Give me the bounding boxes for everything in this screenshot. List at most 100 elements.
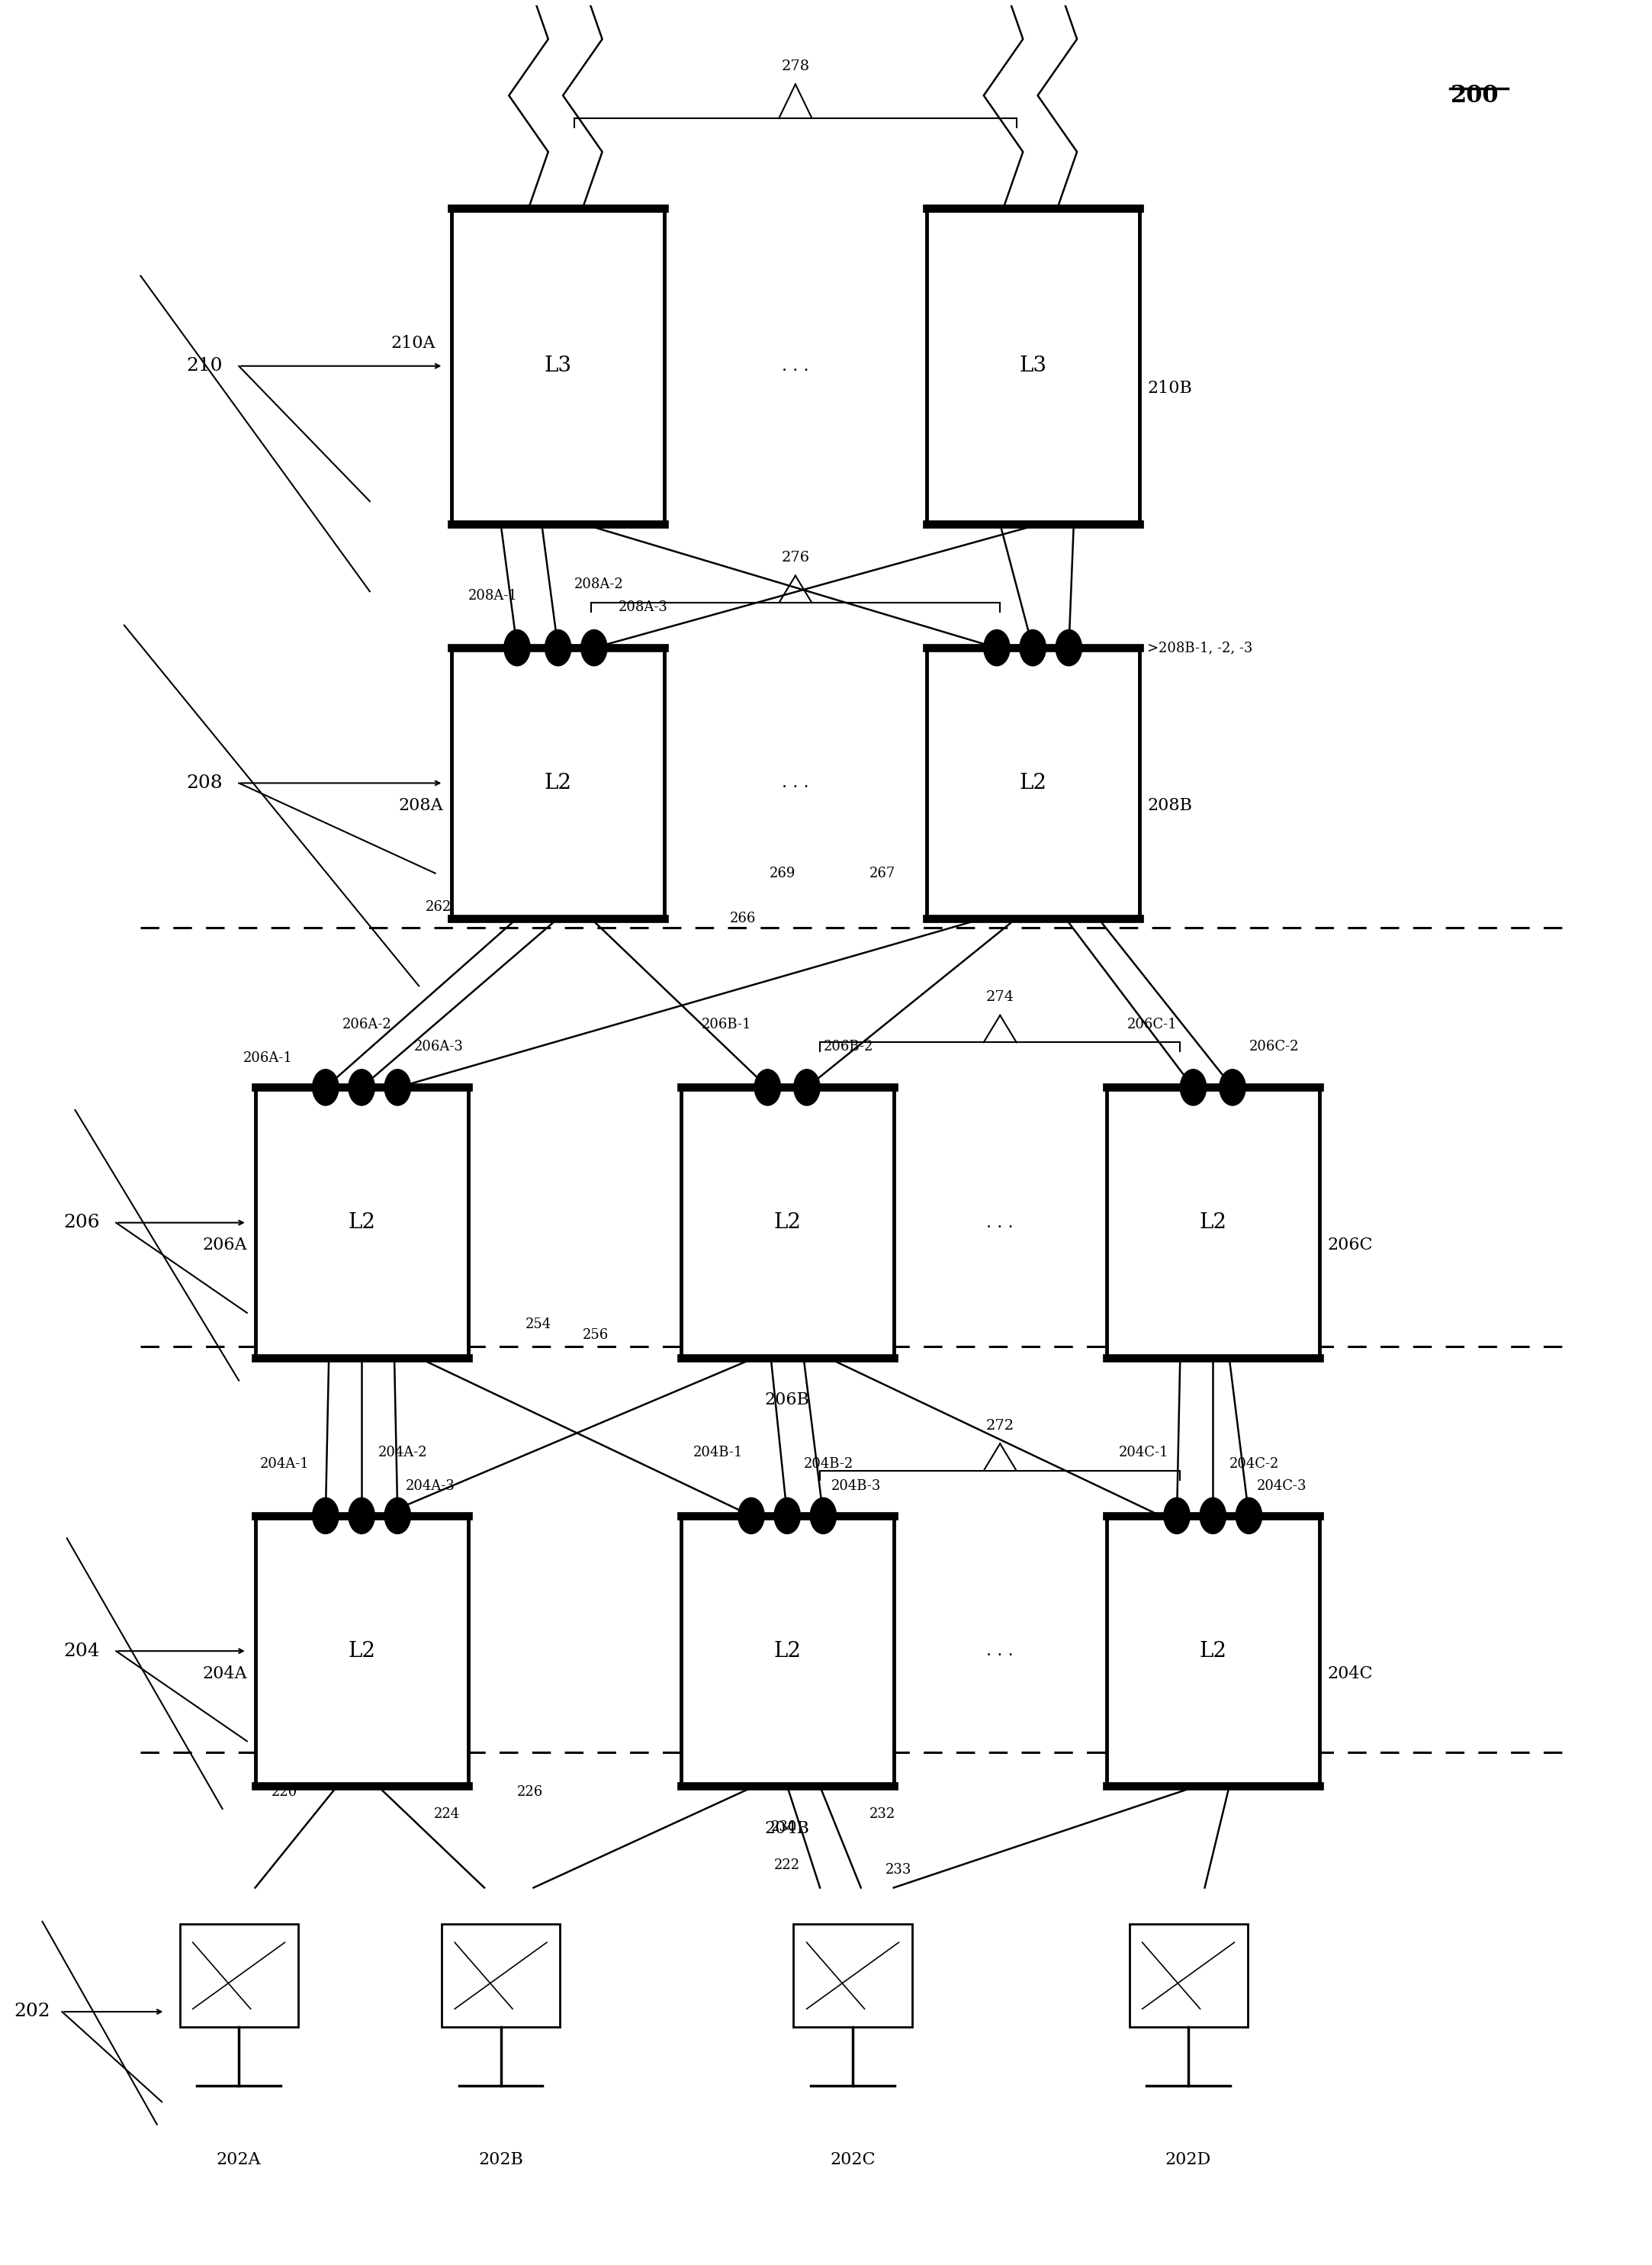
Text: 258: 258 [730,1318,757,1332]
Text: 206A: 206A [203,1237,248,1253]
Text: . . .: . . . [781,775,809,790]
Circle shape [1019,630,1046,666]
Text: 204A-3: 204A-3 [406,1479,456,1493]
FancyBboxPatch shape [1107,1087,1320,1359]
Text: 204C: 204C [1328,1665,1373,1683]
FancyBboxPatch shape [927,208,1140,523]
Circle shape [504,630,530,666]
Text: 269: 269 [770,867,795,881]
Text: 266: 266 [730,911,757,924]
Text: L2: L2 [1019,772,1046,793]
FancyBboxPatch shape [927,648,1140,917]
Circle shape [1180,1069,1206,1105]
Text: 206A-2: 206A-2 [342,1017,392,1031]
Text: 204: 204 [63,1642,99,1660]
FancyBboxPatch shape [1130,1925,1247,2027]
FancyBboxPatch shape [180,1925,297,2027]
Text: 224: 224 [434,1807,459,1821]
Text: 206B-1: 206B-1 [700,1017,752,1031]
Text: 206A-1: 206A-1 [243,1051,292,1065]
Text: 208A-3: 208A-3 [618,600,667,614]
Text: 204B-2: 204B-2 [803,1456,854,1470]
FancyBboxPatch shape [1107,1515,1320,1787]
Circle shape [755,1069,781,1105]
Text: . . .: . . . [781,358,809,374]
Text: L3: L3 [544,356,572,376]
Text: 268: 268 [482,899,509,913]
Circle shape [349,1497,375,1533]
Text: L2: L2 [349,1212,375,1232]
Text: 206: 206 [63,1214,99,1232]
Text: 204A-2: 204A-2 [378,1445,428,1459]
Text: 208B: 208B [1148,797,1193,813]
Text: 276: 276 [781,550,809,564]
Text: 272: 272 [986,1418,1014,1431]
Circle shape [809,1497,836,1533]
FancyBboxPatch shape [681,1087,894,1359]
FancyBboxPatch shape [254,1087,468,1359]
Circle shape [385,1497,411,1533]
Text: 202D: 202D [1165,2152,1211,2168]
Text: L2: L2 [773,1212,801,1232]
Text: 254: 254 [525,1318,552,1332]
Text: 200: 200 [1450,84,1498,109]
Text: L2: L2 [544,772,572,793]
Text: 206C-2: 206C-2 [1249,1040,1298,1053]
Circle shape [582,630,608,666]
Text: 206C-1: 206C-1 [1127,1017,1176,1031]
Text: 256: 256 [583,1330,608,1343]
Text: 262: 262 [426,899,451,913]
Text: 278: 278 [781,59,809,72]
Circle shape [349,1069,375,1105]
Circle shape [312,1069,339,1105]
Text: L2: L2 [773,1640,801,1660]
Text: . . .: . . . [986,1214,1014,1232]
Text: . . .: . . . [986,1642,1014,1660]
Text: 233: 233 [885,1862,912,1875]
Text: 204B-3: 204B-3 [831,1479,881,1493]
Text: 208A-1: 208A-1 [468,589,517,602]
Circle shape [775,1497,800,1533]
Text: L3: L3 [1019,356,1046,376]
Text: L2: L2 [349,1640,375,1660]
Text: 204B: 204B [765,1821,809,1837]
Circle shape [738,1497,765,1533]
FancyBboxPatch shape [451,208,664,523]
Text: 252: 252 [434,1307,459,1320]
Text: 264: 264 [638,877,664,892]
Text: 210A: 210A [390,335,434,351]
Text: 208: 208 [187,775,223,793]
Text: 202B: 202B [479,2152,524,2168]
Circle shape [1056,630,1082,666]
FancyBboxPatch shape [254,1515,468,1787]
FancyBboxPatch shape [451,648,664,917]
Circle shape [1219,1069,1246,1105]
Text: 206C: 206C [1328,1237,1373,1253]
Text: L2: L2 [1199,1212,1226,1232]
Text: 204B-1: 204B-1 [694,1445,743,1459]
Text: 202A: 202A [216,2152,261,2168]
Text: L2: L2 [1199,1640,1226,1660]
FancyBboxPatch shape [681,1515,894,1787]
Circle shape [1199,1497,1226,1533]
Text: 210B: 210B [1148,381,1193,396]
Circle shape [312,1497,339,1533]
Text: 208A: 208A [398,797,443,813]
Text: 204A-1: 204A-1 [259,1456,309,1470]
Text: 202C: 202C [829,2152,876,2168]
Text: 274: 274 [986,990,1014,1003]
Text: 226: 226 [517,1785,544,1798]
Text: 206A-3: 206A-3 [415,1040,464,1053]
Text: >208B-1, -2, -3: >208B-1, -2, -3 [1148,641,1252,655]
Text: 202: 202 [15,2002,51,2020]
Circle shape [983,630,1009,666]
Text: 208A-2: 208A-2 [575,578,624,591]
Circle shape [1236,1497,1262,1533]
Text: 204C-2: 204C-2 [1229,1456,1279,1470]
Text: 206B-2: 206B-2 [823,1040,874,1053]
FancyBboxPatch shape [441,1925,560,2027]
FancyBboxPatch shape [793,1925,912,2027]
Text: 222: 222 [775,1857,800,1873]
Text: 267: 267 [869,867,895,881]
Text: 204A: 204A [203,1665,248,1683]
